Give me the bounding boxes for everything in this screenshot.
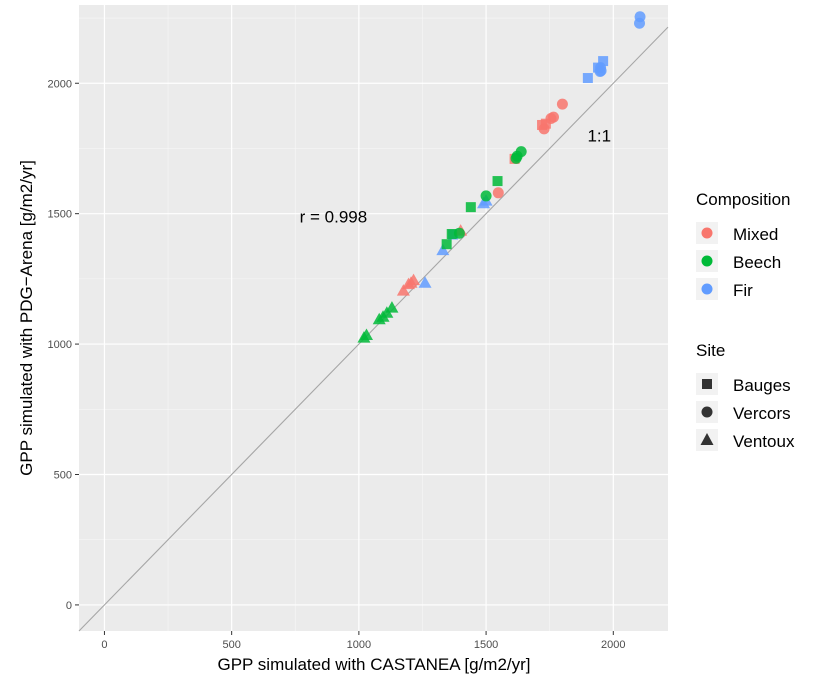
legend-label-mixed: Mixed [733,225,778,244]
point-fir-ventoux [418,276,432,288]
grid-lines [79,5,668,631]
x-tick-label: 0 [101,639,107,651]
point-fir-vercors [634,17,646,29]
legend-key-vercors [701,406,713,418]
legend-key-beech [701,255,713,267]
one-to-one-label: 1:1 [587,126,611,145]
point-beech-bauges [492,176,503,187]
legend-label-fir: Fir [733,281,753,300]
point-mixed-ventoux [401,277,415,290]
point-beech-bauges [441,239,452,250]
point-mixed-vercors [492,187,504,199]
point-beech-bauges [446,229,457,240]
y-tick-label: 1500 [48,209,72,221]
legend-label-ventoux: Ventoux [733,432,795,451]
y-tick-label: 0 [66,600,72,612]
legend-key-bauges [702,379,712,389]
legend-composition: Composition Mixed Beech Fir [696,190,791,300]
legend-site-title: Site [696,341,725,360]
legend-item-bauges: Bauges [696,373,791,395]
point-fir-ventoux [436,243,450,256]
correlation-annotation: r = 0.998 [300,207,368,226]
x-tick-label: 500 [222,639,240,651]
legend-key-fir [701,283,713,295]
legend-site: Site Bauges Vercors Ventoux [696,341,795,451]
point-mixed-vercors [556,98,568,110]
legend-composition-title: Composition [696,190,791,209]
point-fir-ventoux [477,196,491,209]
x-tick-label: 1000 [347,639,371,651]
legend-label-bauges: Bauges [733,376,791,395]
point-beech-ventoux [372,312,386,325]
x-tick-label: 1500 [474,639,498,651]
data-points [357,11,646,343]
point-fir-bauges [593,62,604,73]
legend-item-ventoux: Ventoux [696,429,795,451]
legend-label-beech: Beech [733,253,781,272]
legend-item-vercors: Vercors [696,401,791,423]
legend-key-mixed [701,227,713,239]
point-mixed-ventoux [396,284,410,296]
point-beech-vercors [480,190,492,202]
legend-item-fir: Fir [696,278,753,300]
y-axis-title: GPP simulated with PDG−Arena [g/m2/yr] [17,160,36,476]
legend-item-mixed: Mixed [696,222,778,244]
point-mixed-bauges [537,119,548,130]
point-fir-bauges [598,56,609,67]
legend-label-vercors: Vercors [733,404,791,423]
point-beech-bauges [465,202,476,213]
point-fir-bauges [582,73,593,84]
point-beech-vercors [510,152,522,164]
y-axis-ticks: 0 500 1000 1500 2000 [48,78,79,612]
legend-key-ventoux [700,433,714,445]
panel-background [79,5,668,631]
point-beech-ventoux [357,331,371,343]
one-to-one-line [78,26,669,632]
y-tick-label: 2000 [48,78,72,90]
x-axis-title: GPP simulated with CASTANEA [g/m2/yr] [217,655,530,674]
y-tick-label: 500 [54,470,72,482]
x-axis-ticks: 0 500 1000 1500 2000 [101,631,626,651]
x-tick-label: 2000 [601,639,625,651]
y-tick-label: 1000 [48,339,72,351]
legend-item-beech: Beech [696,250,781,272]
